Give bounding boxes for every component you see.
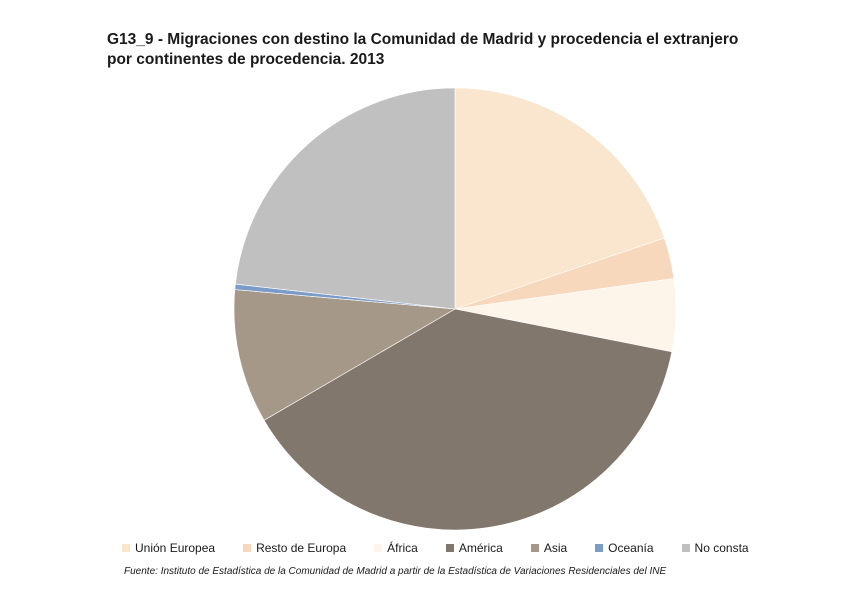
- legend-swatch-5: [595, 544, 604, 552]
- legend-swatch-1: [243, 544, 252, 552]
- legend-label-2: África: [387, 541, 418, 555]
- legend-swatch-0: [122, 544, 130, 552]
- pie-slice-6: [235, 87, 456, 310]
- chart-legend: Unión Europea Resto de Europa África Améric…: [122, 541, 749, 555]
- legend-label-3: América: [458, 541, 503, 555]
- legend-label-4: Asia: [543, 541, 568, 555]
- legend-swatch-4: [530, 544, 539, 552]
- legend-label-5: Oceanía: [608, 541, 654, 555]
- pie-slice-4: [233, 289, 456, 421]
- pie-chart: [233, 87, 677, 531]
- legend-swatch-6: [681, 544, 690, 552]
- legend-item-1: Resto de Europa: [243, 541, 346, 555]
- chart-title-line-2: por continentes de procedencia. 2013: [107, 51, 385, 68]
- legend-item-2: África: [374, 541, 418, 555]
- legend-item-6: No consta: [681, 541, 749, 555]
- legend-label-6: No consta: [694, 541, 749, 555]
- chart-title: G13_9 - Migraciones con destino la Comun…: [107, 30, 807, 70]
- legend-item-0: Unión Europea: [122, 541, 215, 555]
- pie-slice-0: [454, 87, 665, 310]
- legend-item-5: Oceanía: [595, 541, 654, 555]
- chart-title-line-1: G13_9 - Migraciones con destino la Comun…: [107, 31, 739, 48]
- legend-item-4: Asia: [530, 541, 568, 555]
- legend-label-0: Unión Europea: [135, 541, 216, 555]
- legend-item-3: América: [445, 541, 503, 555]
- source-note: Fuente: Instituto de Estadística de la C…: [124, 566, 667, 577]
- legend-swatch-2: [374, 544, 383, 552]
- pie-slice-3: [263, 308, 673, 531]
- legend-swatch-3: [445, 544, 454, 552]
- legend-label-1: Resto de Europa: [256, 541, 347, 555]
